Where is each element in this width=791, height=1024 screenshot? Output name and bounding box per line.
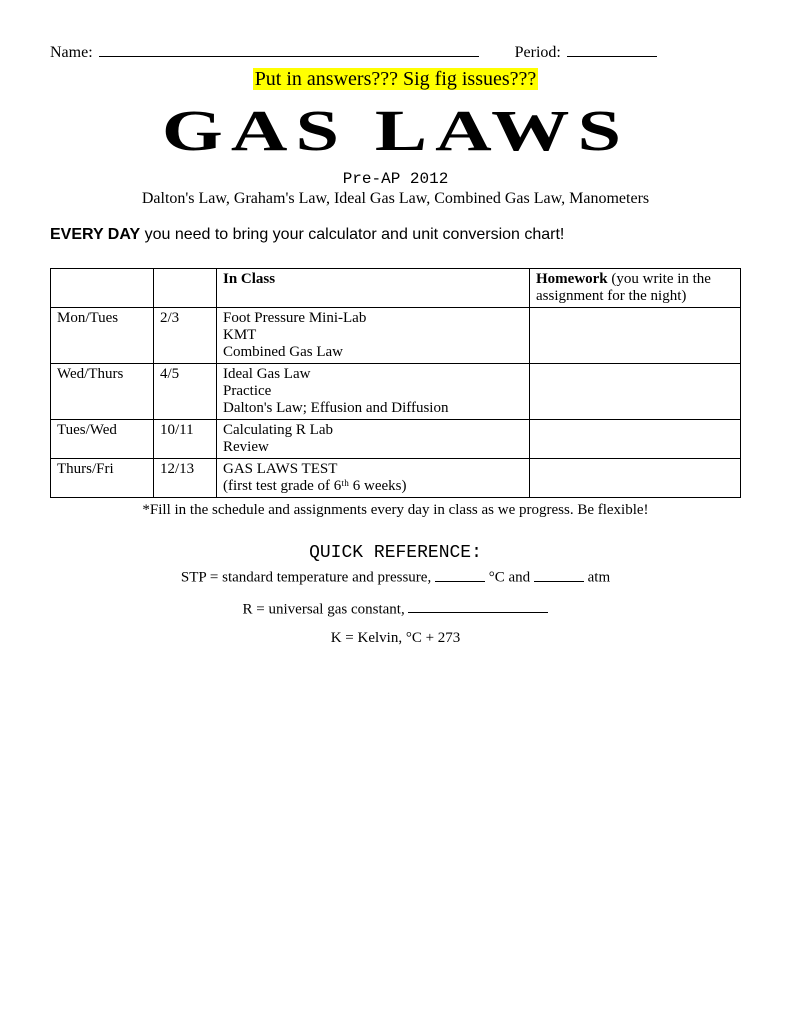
table-row: Mon/Tues2/3Foot Pressure Mini-LabKMTComb… — [51, 308, 741, 364]
table-row: Wed/Thurs4/5Ideal Gas LawPracticeDalton'… — [51, 364, 741, 420]
period-blank[interactable] — [567, 40, 657, 57]
cell-day: Wed/Thurs — [51, 364, 154, 420]
highlight-text: Put in answers??? Sig fig issues??? — [253, 68, 539, 90]
cell-homework[interactable] — [530, 459, 741, 498]
cell-day: Thurs/Fri — [51, 459, 154, 498]
quickref-title: QUICK REFERENCE: — [50, 543, 741, 563]
cell-inclass: Foot Pressure Mini-LabKMTCombined Gas La… — [217, 308, 530, 364]
table-footnote: *Fill in the schedule and assignments ev… — [50, 502, 741, 519]
stp-end: atm — [584, 570, 610, 586]
r-blank[interactable] — [408, 599, 548, 614]
header-row: Name: Period: — [50, 40, 741, 62]
table-header-row: In Class Homework (you write in the assi… — [51, 269, 741, 308]
cell-inclass: Calculating R LabReview — [217, 420, 530, 459]
cell-homework[interactable] — [530, 420, 741, 459]
r-line: R = universal gas constant, — [50, 599, 741, 619]
header-date — [154, 269, 217, 308]
stp-line: STP = standard temperature and pressure,… — [50, 567, 741, 587]
header-inclass: In Class — [217, 269, 530, 308]
main-title: GAS LAWS — [0, 97, 791, 164]
table-row: Tues/Wed10/11Calculating R LabReview — [51, 420, 741, 459]
stp-blank-c[interactable] — [435, 567, 485, 582]
subtitle-topics: Dalton's Law, Graham's Law, Ideal Gas La… — [50, 190, 741, 208]
kelvin-line: K = Kelvin, °C + 273 — [50, 630, 741, 647]
subtitle-course: Pre-AP 2012 — [50, 170, 741, 188]
header-inclass-text: In Class — [223, 271, 275, 287]
cell-day: Tues/Wed — [51, 420, 154, 459]
period-label: Period: — [515, 44, 561, 62]
cell-day: Mon/Tues — [51, 308, 154, 364]
cell-date: 12/13 — [154, 459, 217, 498]
everyday-note: EVERY DAY you need to bring your calcula… — [50, 226, 741, 244]
stp-blank-atm[interactable] — [534, 567, 584, 582]
stp-mid: °C and — [485, 570, 534, 586]
stp-pre: STP = standard temperature and pressure, — [181, 570, 435, 586]
header-day — [51, 269, 154, 308]
cell-inclass: GAS LAWS TEST(first test grade of 6ᵗʰ 6 … — [217, 459, 530, 498]
table-row: Thurs/Fri12/13GAS LAWS TEST(first test g… — [51, 459, 741, 498]
r-pre: R = universal gas constant, — [243, 601, 409, 617]
highlight-line: Put in answers??? Sig fig issues??? — [50, 68, 741, 91]
everyday-bold: EVERY DAY — [50, 226, 140, 243]
cell-date: 4/5 — [154, 364, 217, 420]
name-blank[interactable] — [99, 40, 479, 57]
schedule-table: In Class Homework (you write in the assi… — [50, 268, 741, 498]
cell-inclass: Ideal Gas LawPracticeDalton's Law; Effus… — [217, 364, 530, 420]
cell-homework[interactable] — [530, 364, 741, 420]
header-homework: Homework (you write in the assignment fo… — [530, 269, 741, 308]
cell-date: 10/11 — [154, 420, 217, 459]
header-homework-bold: Homework — [536, 271, 608, 287]
cell-date: 2/3 — [154, 308, 217, 364]
cell-homework[interactable] — [530, 308, 741, 364]
everyday-rest: you need to bring your calculator and un… — [140, 226, 564, 243]
name-label: Name: — [50, 44, 93, 62]
